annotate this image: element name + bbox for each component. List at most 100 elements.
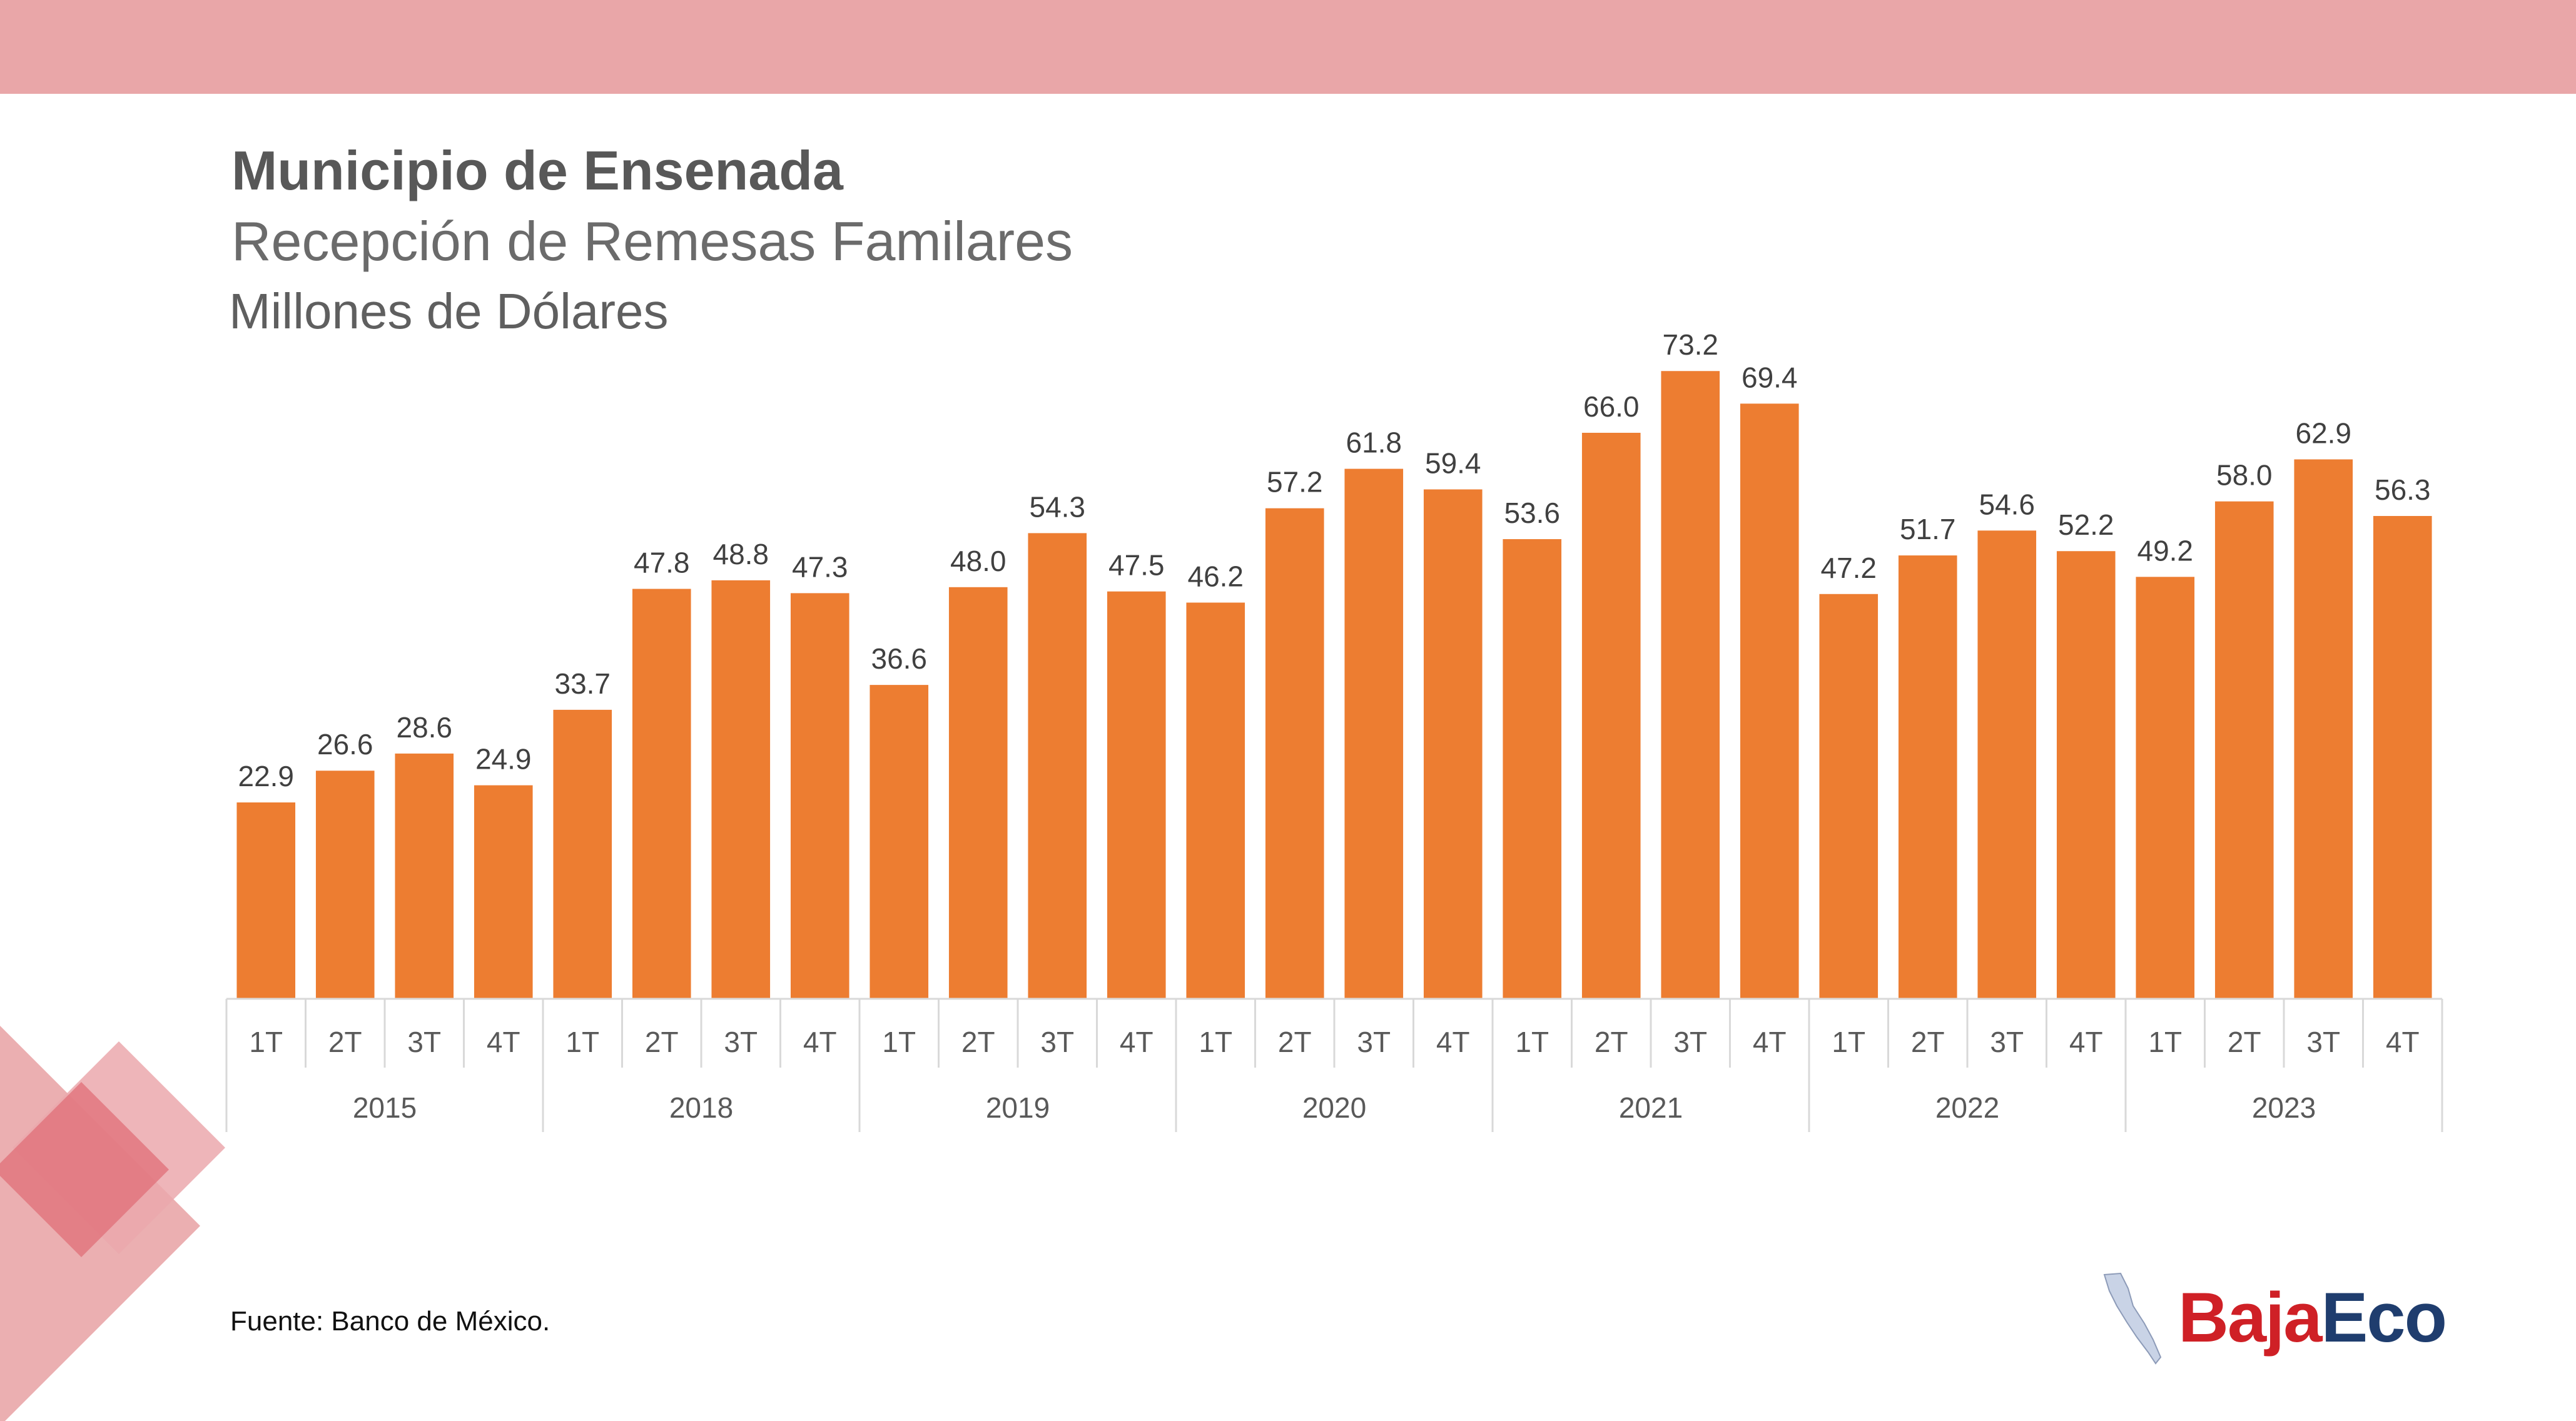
x-tick-label-year: 2021 [1619,1091,1683,1124]
bar [1344,468,1404,999]
diamond-dark [0,1082,169,1257]
x-tick-label-quarter: 2T [2228,1026,2261,1058]
data-label: 24.9 [475,743,532,776]
bar [1265,508,1324,999]
top-band [0,0,2576,94]
x-tick-label-quarter: 2T [328,1026,362,1058]
bar [790,593,849,999]
bar [1581,432,1641,999]
x-tick-label-quarter: 1T [1199,1026,1232,1058]
x-tick-label-quarter: 4T [1436,1026,1470,1058]
x-tick-label-quarter: 3T [1357,1026,1391,1058]
data-label: 28.6 [396,711,452,744]
x-tick-label-quarter: 3T [1673,1026,1707,1058]
baja-california-map-icon [2103,1272,2162,1365]
x-tick-label-quarter: 4T [1120,1026,1154,1058]
data-label: 69.4 [1742,361,1798,393]
bar [1740,403,1799,999]
bar [1028,533,1087,999]
x-tick-label-quarter: 3T [724,1026,758,1058]
data-label: 54.6 [1979,488,2035,520]
data-label: 57.2 [1267,466,1323,498]
x-tick-label-year: 2018 [669,1091,733,1124]
bar [1107,591,1166,999]
x-tick-label-quarter: 1T [2148,1026,2182,1058]
data-label: 47.8 [634,547,690,579]
x-tick-label-quarter: 4T [803,1026,837,1058]
data-label: 36.6 [871,642,927,675]
x-tick-label-quarter: 3T [407,1026,441,1058]
bar [315,771,375,999]
data-label: 26.6 [317,728,373,761]
x-tick-label-year: 2022 [1935,1091,1999,1124]
x-tick-label-quarter: 2T [645,1026,679,1058]
data-label: 53.6 [1504,497,1560,529]
data-label: 47.5 [1108,549,1165,582]
data-label: 73.2 [1662,328,1718,361]
x-tick-label-quarter: 4T [2069,1026,2103,1058]
bar [553,709,612,999]
data-label: 48.8 [712,538,769,570]
x-tick-label-quarter: 2T [961,1026,995,1058]
bar [870,685,929,999]
data-label: 62.9 [2295,417,2351,449]
bar [2294,459,2353,999]
bar [1819,594,1879,999]
data-label: 51.7 [1900,513,1956,545]
bar [1661,371,1720,999]
data-label: 59.4 [1425,447,1481,479]
x-tick-label-quarter: 2T [1595,1026,1628,1058]
x-tick-label-quarter: 1T [1832,1026,1865,1058]
x-tick-label-year: 2019 [986,1091,1050,1124]
x-tick-label-quarter: 4T [487,1026,520,1058]
chart-unit-label: Millones de Dólares [229,283,669,339]
bar [632,589,691,999]
data-label: 58.0 [2216,459,2273,492]
x-tick-label-year: 2015 [353,1091,417,1124]
logo-wordmark: BajaEco [2178,1277,2447,1358]
data-label: 52.2 [2058,508,2114,541]
x-tick-label-quarter: 1T [249,1026,283,1058]
bar [948,587,1008,999]
x-tick-label-quarter: 1T [565,1026,599,1058]
bar [1898,555,1957,999]
x-tick-label-year: 2020 [1302,1091,1366,1124]
bar [1977,530,2037,999]
data-label: 22.9 [238,760,294,792]
x-tick-label-quarter: 1T [882,1026,916,1058]
x-tick-label-year: 2023 [2252,1091,2316,1124]
bar [395,753,454,999]
x-tick-label-quarter: 2T [1911,1026,1945,1058]
data-label: 33.7 [554,667,611,700]
bar [236,802,296,999]
bar [1423,489,1483,999]
bar [711,580,771,999]
data-label: 54.3 [1029,490,1085,523]
data-label: 47.3 [792,550,848,583]
data-label: 61.8 [1346,427,1402,459]
data-label: 49.2 [2137,534,2193,567]
bar [2136,577,2195,999]
x-tick-label-quarter: 4T [1753,1026,1787,1058]
x-tick-label-quarter: 4T [2386,1026,2420,1058]
data-label: 47.2 [1820,552,1877,584]
data-label: 46.2 [1187,560,1244,592]
bar [2056,551,2116,999]
data-label: 66.0 [1583,390,1640,423]
bar [2373,515,2432,999]
source-note: Fuente: Banco de México. [230,1306,550,1337]
x-tick-label-quarter: 1T [1515,1026,1549,1058]
chart-subtitle: Recepción de Remesas Familares [231,210,1073,272]
logo-text-baja: Baja [2178,1278,2323,1357]
bajaeco-logo: BajaEco [2096,1270,2447,1370]
x-tick-label-quarter: 3T [1040,1026,1074,1058]
chart-title: Municipio de Ensenada [231,139,843,201]
bar [2214,501,2274,999]
bar [1186,602,1245,999]
x-tick-label-quarter: 3T [2306,1026,2340,1058]
logo-text-eco: Eco [2321,1278,2447,1357]
x-tick-label-quarter: 2T [1278,1026,1312,1058]
bar [474,785,533,999]
